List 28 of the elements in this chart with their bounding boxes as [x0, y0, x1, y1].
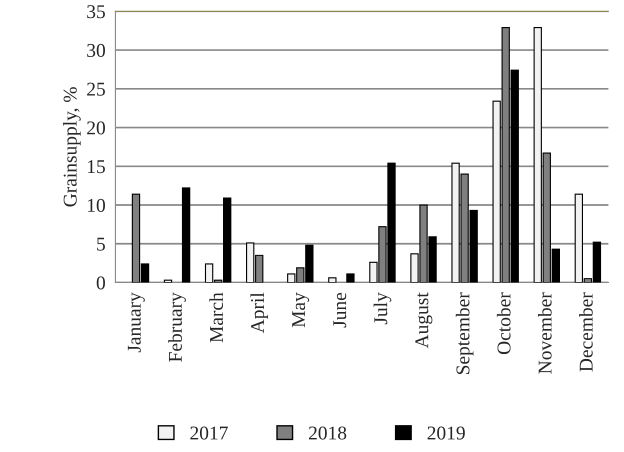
x-tick-label: August: [415, 292, 432, 348]
y-tick-label: 30: [87, 44, 105, 57]
x-tick-label: November: [538, 292, 552, 374]
x-tick-label: January: [128, 292, 145, 352]
legend-label: 2017: [190, 426, 228, 440]
x-tick-label: June: [333, 292, 346, 328]
x-tick-label: December: [579, 292, 593, 372]
bar: [328, 277, 337, 282]
bar: [182, 187, 190, 282]
x-tick-label: February: [168, 292, 186, 362]
x-tick-label: July: [374, 292, 392, 324]
x-tick-label: March: [209, 292, 224, 342]
y-axis-title: Grainsupply, %: [63, 87, 81, 206]
legend-label: 2018: [308, 426, 346, 440]
y-tick-label: 5: [97, 238, 105, 251]
bar: [164, 280, 172, 282]
y-tick-label: 0: [96, 276, 105, 290]
bar: [346, 273, 355, 282]
x-tick-label: April: [250, 292, 268, 334]
x-tick-label: September: [456, 292, 474, 374]
y-tick-label: 10: [88, 198, 105, 212]
legend-label: 2019: [428, 426, 465, 440]
x-tick-label: October: [496, 292, 511, 354]
y-tick-label: 35: [87, 5, 105, 18]
x-tick-label: May: [292, 292, 310, 328]
y-tick-label: 15: [88, 160, 105, 174]
y-tick-label: 20: [87, 121, 105, 134]
y-tick-label: 25: [87, 82, 105, 96]
